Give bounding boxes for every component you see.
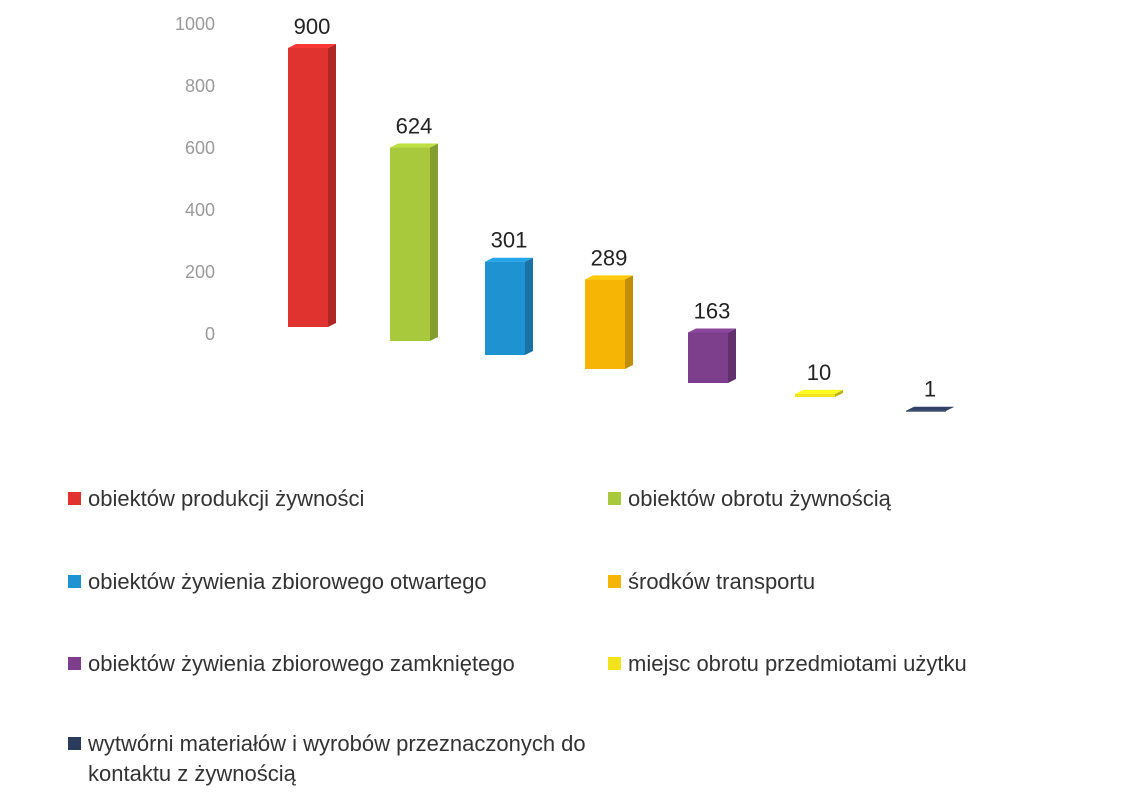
legend-item: obiektów produkcji żywności bbox=[68, 484, 428, 514]
bar-side bbox=[835, 389, 843, 397]
legend-item: wytwórni materiałów i wyrobów przeznaczo… bbox=[68, 729, 608, 789]
bar-top bbox=[906, 406, 954, 411]
y-tick-label: 400 bbox=[185, 200, 215, 220]
legend-item: miejsc obrotu przedmiotami użytku bbox=[608, 649, 1088, 679]
bar bbox=[390, 147, 430, 341]
legend-swatch bbox=[68, 575, 81, 588]
legend-label: wytwórni materiałów i wyrobów przeznaczo… bbox=[88, 731, 586, 786]
data-label: 1 bbox=[924, 377, 936, 402]
legend-swatch bbox=[68, 657, 81, 670]
y-tick-label: 200 bbox=[185, 262, 215, 282]
legend-label: obiektów produkcji żywności bbox=[88, 486, 365, 511]
bar-top bbox=[585, 275, 633, 280]
bar-top bbox=[390, 143, 438, 148]
legend-label: obiektów żywienia zbiorowego otwartego bbox=[88, 569, 487, 594]
bar-side bbox=[728, 328, 736, 383]
bar-side bbox=[525, 257, 533, 355]
data-label: 289 bbox=[591, 245, 628, 270]
bar bbox=[288, 48, 328, 327]
bar-side bbox=[625, 275, 633, 369]
chart: 0 200 400 600 800 1000 900 624 301 289 163 10 1 bbox=[175, 14, 954, 412]
data-label: 624 bbox=[396, 114, 433, 139]
y-tick-label: 1000 bbox=[175, 14, 215, 34]
legend-swatch bbox=[608, 492, 621, 505]
bar bbox=[906, 410, 946, 412]
bar-top bbox=[795, 389, 843, 394]
bar-side bbox=[430, 143, 438, 341]
legend-label: miejsc obrotu przedmiotami użytku bbox=[628, 651, 967, 676]
bar bbox=[585, 279, 625, 369]
bar-top bbox=[288, 44, 336, 48]
legend-swatch bbox=[608, 657, 621, 670]
legend-swatch bbox=[68, 492, 81, 505]
legend-label: obiektów obrotu żywnością bbox=[628, 486, 891, 511]
bar-top bbox=[485, 257, 533, 262]
legend-item: obiektów obrotu żywnością bbox=[608, 484, 1028, 514]
y-tick-label: 600 bbox=[185, 138, 215, 158]
data-label: 163 bbox=[694, 298, 731, 323]
y-tick-label: 0 bbox=[205, 324, 215, 344]
bar bbox=[688, 332, 728, 383]
legend-label: obiektów żywienia zbiorowego zamkniętego bbox=[88, 651, 515, 676]
data-label: 10 bbox=[807, 360, 831, 385]
data-label: 301 bbox=[491, 228, 528, 253]
legend-swatch bbox=[68, 737, 81, 750]
bar bbox=[795, 393, 835, 397]
bar bbox=[485, 261, 525, 355]
y-tick-label: 800 bbox=[185, 76, 215, 96]
data-label: 900 bbox=[294, 14, 331, 39]
bar-top bbox=[688, 328, 736, 333]
bar-side bbox=[328, 44, 336, 327]
legend-swatch bbox=[608, 575, 621, 588]
legend-item: obiektów żywienia zbiorowego otwartego bbox=[68, 567, 508, 597]
legend-item: środków transportu bbox=[608, 567, 1028, 597]
legend-label: środków transportu bbox=[628, 569, 816, 594]
bar-side bbox=[946, 406, 954, 411]
legend-item: obiektów żywienia zbiorowego zamkniętego bbox=[68, 649, 648, 679]
